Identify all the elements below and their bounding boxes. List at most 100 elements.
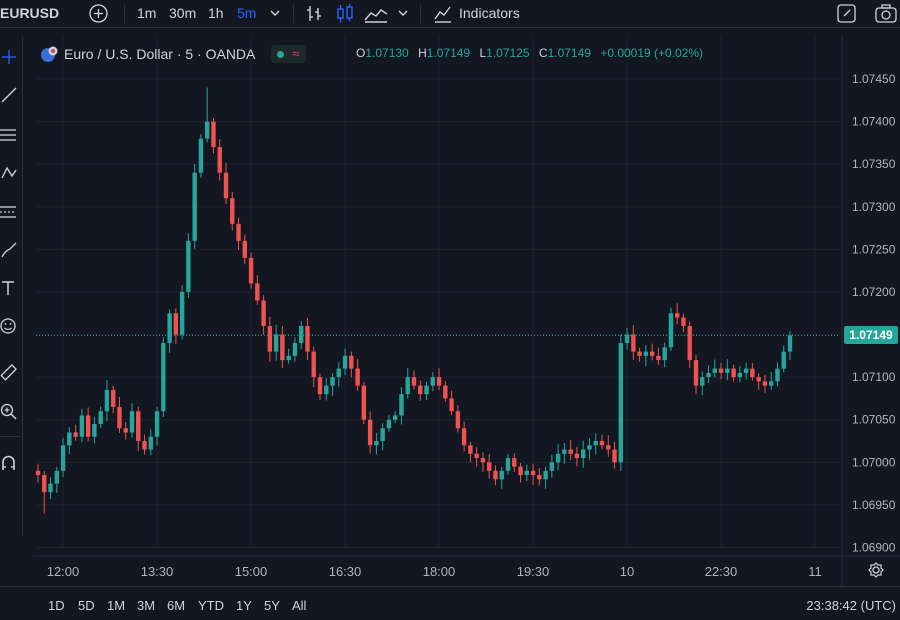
candle-body <box>725 368 730 373</box>
candles-icon[interactable] <box>335 4 355 23</box>
candle-body <box>330 377 335 386</box>
ruler-icon[interactable] <box>0 363 18 381</box>
indicators-button[interactable]: Indicators <box>459 5 520 21</box>
text-tool-icon[interactable] <box>0 279 18 297</box>
instrument-title[interactable]: Euro / U.S. Dollar · 5 · OANDA <box>64 46 256 62</box>
range-1m[interactable]: 1M <box>107 598 126 613</box>
bar-chart-icon[interactable] <box>304 4 324 23</box>
candle-body <box>455 411 461 429</box>
camera-icon[interactable] <box>874 3 898 24</box>
timeframe-30m[interactable]: 30m <box>169 5 197 21</box>
price-chart[interactable]: 1.07450 1.07400 1.07350 1.07300 1.07250 1.072… <box>33 36 900 586</box>
candle-body <box>236 223 241 241</box>
range-all[interactable]: All <box>292 598 307 613</box>
candle <box>505 454 511 475</box>
range-ytd[interactable]: YTD <box>198 598 224 613</box>
candle <box>487 454 492 479</box>
candle-body <box>255 283 260 301</box>
candle <box>706 365 711 384</box>
candle <box>693 355 699 395</box>
candle-body <box>355 368 360 386</box>
candle <box>154 406 160 446</box>
candle-body <box>117 406 122 429</box>
symbol-label[interactable]: EURUSD <box>0 5 60 21</box>
area-chart-icon[interactable] <box>364 5 388 23</box>
emoji-icon[interactable] <box>0 317 18 335</box>
candle-body <box>361 385 367 420</box>
indicators-icon[interactable] <box>433 4 453 23</box>
candle-body <box>374 441 379 446</box>
range-5d[interactable]: 5D <box>78 598 95 613</box>
y-tick-label: 1.07450 <box>852 72 896 86</box>
candle-body <box>79 415 85 437</box>
candle <box>261 295 266 335</box>
market-status-badge[interactable]: ≈ <box>271 45 306 63</box>
time-axis[interactable]: 12:00 13:30 15:00 16:30 18:00 19:30 10 22:30 11 <box>47 564 822 579</box>
candle-body <box>631 334 636 352</box>
candle <box>223 162 229 204</box>
high-key: H <box>418 46 427 60</box>
utc-clock[interactable]: 23:38:42 (UTC) <box>806 598 896 613</box>
candle <box>111 385 116 414</box>
candle-body <box>85 415 91 437</box>
candle-body <box>305 326 310 352</box>
crosshair-icon[interactable] <box>0 48 18 66</box>
timeframe-5m[interactable]: 5m <box>237 5 257 21</box>
range-5y[interactable]: 5Y <box>264 598 280 613</box>
candle-body <box>543 470 548 480</box>
candle-body <box>142 441 147 450</box>
range-3m[interactable]: 3M <box>137 598 156 613</box>
candle <box>161 337 166 418</box>
low-key: L <box>479 46 487 60</box>
y-tick-label: 1.07300 <box>852 200 896 214</box>
candle-body <box>311 351 316 378</box>
fullscreen-icon[interactable] <box>836 3 857 24</box>
candle <box>198 134 204 178</box>
range-1d[interactable]: 1D <box>48 598 65 613</box>
candle-body <box>430 377 435 386</box>
candle <box>612 441 617 469</box>
candle <box>267 316 273 362</box>
candle-body <box>480 458 486 463</box>
candle <box>418 380 423 401</box>
horizontal-lines-icon[interactable] <box>0 126 18 144</box>
trendline-icon[interactable] <box>0 86 18 104</box>
price-axis[interactable]: 1.07450 1.07400 1.07350 1.07300 1.07250 1.072… <box>852 72 896 555</box>
y-tick-label: 1.07350 <box>852 157 896 171</box>
x-tick-label: 22:30 <box>705 564 738 579</box>
candle <box>762 374 768 393</box>
candle-body <box>787 335 793 352</box>
open-key: O <box>356 46 366 60</box>
timeframe-1m[interactable]: 1m <box>137 5 157 21</box>
candle-body <box>280 334 285 361</box>
candle-body <box>411 377 417 386</box>
candle-body <box>129 411 135 433</box>
candle <box>568 440 573 461</box>
candle <box>430 372 435 392</box>
candle-body <box>718 368 724 373</box>
candle <box>775 362 780 387</box>
brush-icon[interactable] <box>0 241 18 259</box>
candle-body <box>73 432 78 437</box>
settings-gear-icon[interactable] <box>867 561 885 579</box>
fib-retracement-icon[interactable] <box>0 203 18 221</box>
zoom-in-icon[interactable] <box>0 403 18 421</box>
range-1y[interactable]: 1Y <box>236 598 252 613</box>
toolbar-divider <box>0 436 20 437</box>
candle-body <box>587 445 592 450</box>
candle <box>242 234 247 265</box>
chevron-down-icon[interactable] <box>269 8 281 18</box>
candle-body <box>48 483 53 493</box>
magnet-icon[interactable] <box>0 454 18 472</box>
candle <box>60 437 66 478</box>
add-symbol-icon[interactable] <box>88 3 109 24</box>
range-6m[interactable]: 6M <box>167 598 186 613</box>
candle-body <box>286 355 291 361</box>
high-value: 1.07149 <box>426 46 471 60</box>
candle <box>386 415 392 432</box>
candle-body <box>405 377 410 395</box>
candle-body <box>775 368 780 382</box>
chart-type-chevron-icon[interactable] <box>397 8 409 18</box>
timeframe-1h[interactable]: 1h <box>208 5 224 21</box>
pattern-icon[interactable] <box>0 164 18 182</box>
